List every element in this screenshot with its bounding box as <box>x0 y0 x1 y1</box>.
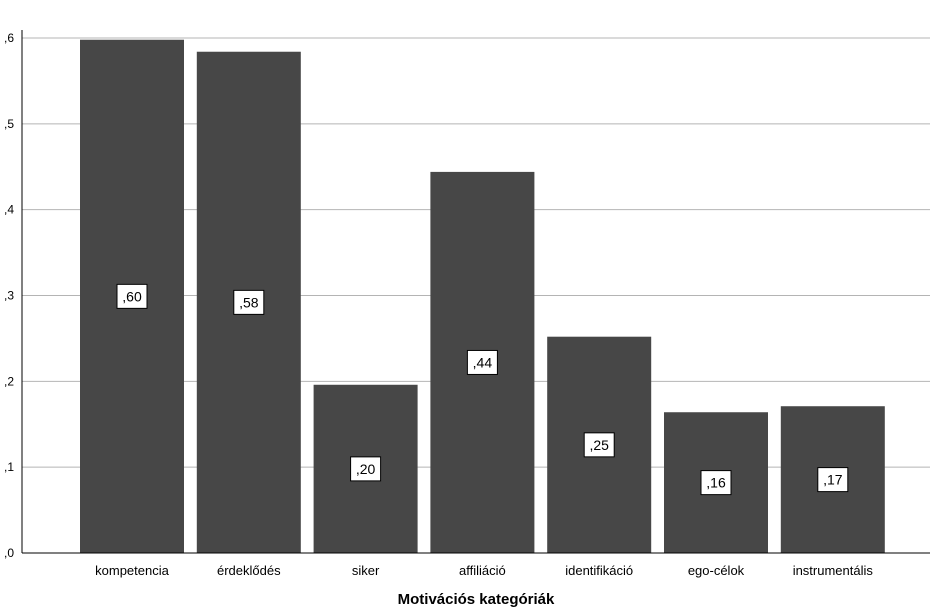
data-label-text: ,20 <box>356 461 376 477</box>
data-label: ,17 <box>817 467 849 493</box>
y-tick-label: ,5 <box>4 117 14 131</box>
data-label-text: ,44 <box>473 354 493 370</box>
x-axis-title: Motivációs kategóriák <box>398 591 555 608</box>
y-axis-ticks: ,0 ,1 ,2 ,3 ,4 ,5 ,6 <box>4 31 14 560</box>
data-label-box <box>233 289 265 315</box>
category-label: instrumentális <box>793 563 874 578</box>
y-tick-label: ,2 <box>4 374 14 388</box>
bars <box>80 39 885 553</box>
data-label-box <box>583 432 615 458</box>
data-label: ,44 <box>466 349 498 375</box>
data-label-text: ,25 <box>589 437 609 453</box>
category-label: affiliáció <box>459 563 506 578</box>
category-label: kompetencia <box>95 563 169 578</box>
data-label-box <box>116 283 148 309</box>
y-tick-label: ,3 <box>4 289 14 303</box>
y-tick-label: ,0 <box>4 546 14 560</box>
y-tick-label: ,1 <box>4 460 14 474</box>
data-label-text: ,58 <box>239 294 259 310</box>
data-label: ,60 <box>116 283 148 309</box>
category-label: ego-célok <box>688 563 745 578</box>
data-label: ,25 <box>583 432 615 458</box>
category-label: siker <box>352 563 380 578</box>
data-label-box <box>817 467 849 493</box>
data-label: ,58 <box>233 289 265 315</box>
data-label: ,16 <box>700 470 732 496</box>
y-tick-label: ,6 <box>4 31 14 45</box>
data-label-text: ,60 <box>122 288 142 304</box>
category-label: érdeklődés <box>217 563 281 578</box>
data-label-box <box>700 470 732 496</box>
data-label: ,20 <box>350 456 382 482</box>
data-labels: ,60 ,58 ,20 ,44 ,25 ,16 ,17 <box>116 283 849 496</box>
data-label-box <box>350 456 382 482</box>
category-label: identifikáció <box>565 563 633 578</box>
y-tick-label: ,4 <box>4 203 14 217</box>
data-label-text: ,17 <box>823 472 843 488</box>
data-label-box <box>466 349 498 375</box>
category-labels: kompetencia érdeklődés siker affiliáció iden… <box>95 563 873 578</box>
data-label-text: ,16 <box>706 475 726 491</box>
